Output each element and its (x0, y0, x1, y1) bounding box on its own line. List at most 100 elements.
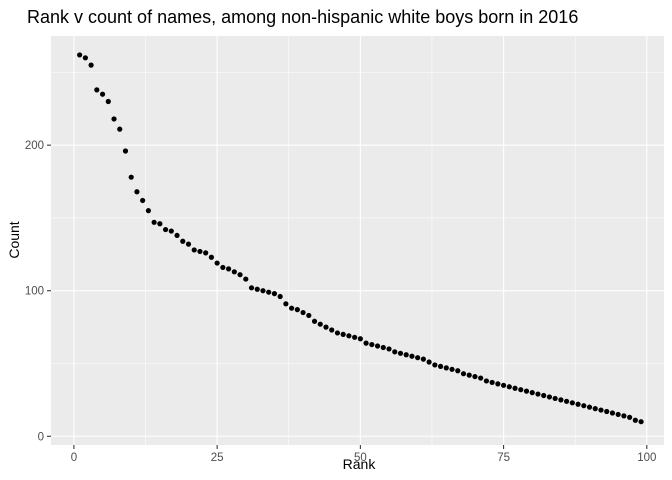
data-point (311, 318, 318, 324)
data-point (248, 285, 255, 291)
chart-title: Rank v count of names, among non-hispani… (27, 7, 578, 27)
data-point (403, 352, 409, 358)
data-point (266, 289, 272, 295)
data-point (151, 219, 157, 225)
data-point (340, 331, 346, 337)
data-point (317, 321, 323, 327)
data-point (627, 414, 633, 420)
data-point (260, 288, 266, 294)
data-point (374, 343, 381, 349)
data-point (122, 148, 129, 154)
data-point (621, 413, 627, 419)
data-point (174, 232, 180, 239)
data-point (197, 248, 203, 255)
data-point (203, 250, 209, 256)
data-point (558, 397, 564, 403)
data-point (598, 407, 604, 413)
data-point (271, 291, 278, 297)
data-point (632, 417, 638, 423)
data-point (575, 401, 581, 407)
data-point (529, 390, 535, 396)
x-tick-label: 50 (354, 452, 367, 464)
data-point (231, 269, 237, 275)
x-tick-label: 25 (211, 452, 224, 464)
data-point (243, 276, 249, 282)
data-point (283, 301, 289, 307)
data-point (77, 52, 83, 58)
data-point (94, 87, 100, 93)
data-point (254, 286, 260, 292)
y-tick-label: 100 (25, 286, 44, 298)
data-point (300, 309, 306, 316)
data-point (420, 356, 426, 362)
data-point (569, 400, 575, 406)
plot-panel (51, 36, 664, 445)
data-point (415, 355, 421, 361)
data-point (581, 403, 587, 409)
x-tick-label: 0 (71, 452, 77, 464)
grid-lines (51, 36, 664, 445)
data-point (334, 330, 341, 336)
data-point (140, 197, 146, 204)
data-point (111, 116, 117, 122)
data-point (466, 372, 472, 378)
data-point (586, 404, 593, 410)
data-point (346, 333, 352, 339)
data-point (380, 344, 386, 351)
data-point (117, 126, 123, 132)
data-point (157, 221, 163, 227)
data-point (455, 368, 461, 374)
data-point (592, 406, 598, 412)
data-point (99, 91, 106, 97)
data-point (208, 254, 215, 260)
data-point (82, 55, 88, 61)
data-point (638, 419, 644, 425)
data-point (615, 411, 621, 418)
data-point (294, 307, 300, 313)
data-point (397, 350, 404, 356)
data-point (472, 373, 478, 380)
data-point (604, 408, 610, 415)
data-point (552, 395, 558, 402)
data-point (214, 260, 220, 266)
data-point (128, 174, 134, 180)
data-point (546, 394, 553, 400)
data-point (535, 391, 541, 397)
data-point (363, 340, 369, 346)
data-point (134, 189, 140, 195)
data-point (105, 98, 111, 105)
data-point (306, 312, 312, 319)
y-tick-label: 0 (38, 431, 44, 443)
data-point (323, 324, 329, 330)
data-point (564, 398, 570, 404)
data-point (495, 381, 501, 387)
data-point (506, 384, 512, 390)
data-point (357, 336, 363, 342)
data-points (77, 52, 644, 425)
data-point (191, 247, 197, 253)
y-axis-title: Count (6, 221, 22, 258)
data-point (426, 359, 432, 365)
data-point (478, 375, 484, 381)
data-point (437, 363, 444, 370)
y-axis: 0 100 200 (25, 140, 51, 443)
data-point (180, 238, 186, 244)
data-point (386, 346, 392, 352)
data-point (168, 228, 174, 234)
data-point (162, 226, 169, 233)
data-point (500, 382, 507, 388)
data-point (289, 305, 295, 311)
data-point (523, 388, 530, 394)
data-point (518, 387, 524, 393)
data-point (185, 241, 192, 247)
data-point (145, 208, 151, 214)
data-point (237, 272, 243, 278)
x-tick-label: 100 (637, 452, 656, 464)
x-tick-label: 75 (497, 452, 510, 464)
data-point (512, 385, 518, 391)
data-point (88, 62, 94, 68)
data-point (443, 365, 449, 371)
data-point (541, 392, 547, 399)
data-point (409, 353, 415, 359)
